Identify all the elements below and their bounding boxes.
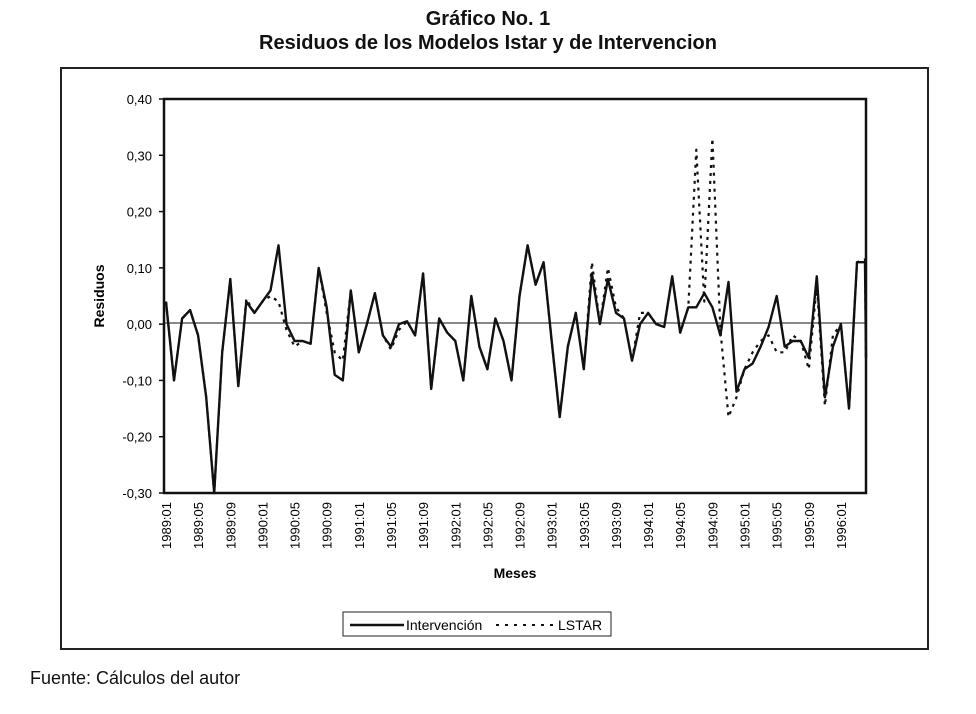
- chart-frame: [60, 67, 929, 650]
- x-tick-label: 1995:05: [770, 502, 785, 549]
- x-tick-label: 1991:09: [416, 502, 431, 549]
- x-tick-label: 1993:05: [577, 502, 592, 549]
- chart-subtitle: Residuos de los Modelos Istar y de Inter…: [259, 32, 717, 54]
- legend-label-intervencion: Intervención: [406, 617, 482, 633]
- x-tick-label: 1990:09: [320, 502, 335, 549]
- x-tick-label: 1993:01: [545, 502, 560, 549]
- y-axis-label: Residuos: [91, 264, 107, 327]
- y-tick-label: 0,00: [127, 317, 152, 332]
- x-tick-label: 1989:01: [159, 502, 174, 549]
- x-tick-label: 1992:01: [448, 502, 463, 549]
- chart-title: Gráfico No. 1: [425, 8, 551, 30]
- x-tick-label: 1991:01: [352, 502, 367, 549]
- x-tick-label: 1990:05: [288, 502, 303, 549]
- series-line-intervencion: [164, 244, 868, 495]
- plot-area-border: [162, 97, 868, 495]
- x-tick-label: 1996:01: [834, 502, 849, 549]
- legend: Intervención LSTAR: [342, 611, 612, 637]
- x-tick-label: 1992:05: [480, 502, 495, 549]
- x-tick-label: 1991:05: [384, 502, 399, 549]
- x-tick-label: 1994:05: [673, 502, 688, 549]
- x-tick-label: 1989:09: [223, 502, 238, 549]
- y-tick-label: -0,30: [122, 486, 152, 501]
- x-tick-label: 1994:01: [641, 502, 656, 549]
- legend-label-lstar: LSTAR: [558, 617, 602, 633]
- y-tick-label: 0,30: [127, 148, 152, 163]
- x-tick-label: 1992:09: [513, 502, 528, 549]
- series-line-lstar: [164, 137, 868, 495]
- x-tick-label: 1994:09: [705, 502, 720, 549]
- x-axis-label: Meses: [494, 565, 537, 581]
- y-tick-label: 0,20: [127, 205, 152, 220]
- x-tick-label: 1989:05: [191, 502, 206, 549]
- y-tick-label: -0,10: [122, 373, 152, 388]
- y-tick-label: -0,20: [122, 430, 152, 445]
- x-tick-label: 1993:09: [609, 502, 624, 549]
- x-tick-label: 1990:01: [255, 502, 270, 549]
- source-note: Fuente: Cálculos del autor: [30, 668, 241, 688]
- y-tick-label: 0,10: [127, 261, 152, 276]
- x-tick-label: 1995:09: [802, 502, 817, 549]
- y-tick-label: 0,40: [127, 92, 152, 107]
- x-tick-label: 1995:01: [738, 502, 753, 549]
